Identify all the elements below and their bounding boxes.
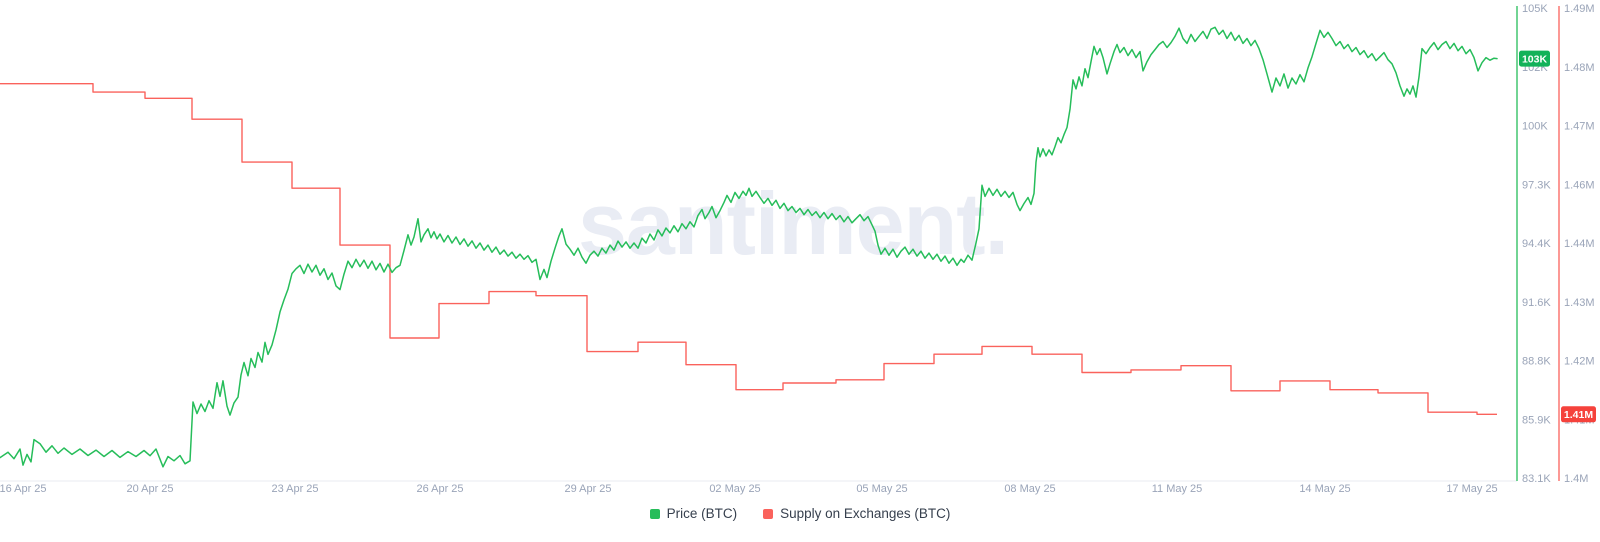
supply-tick-label: 1.46M xyxy=(1564,179,1595,191)
price-series-swatch xyxy=(649,508,660,519)
price-tick-label: 88.8K xyxy=(1522,356,1551,368)
price-tick-label: 94.4K xyxy=(1522,238,1551,250)
svg-text:103K: 103K xyxy=(1522,53,1548,65)
supply-tick-label: 1.42M xyxy=(1564,356,1595,368)
svg-text:1.41M: 1.41M xyxy=(1564,409,1593,421)
x-tick-label: 26 Apr 25 xyxy=(416,483,463,495)
x-tick-label: 16 Apr 25 xyxy=(0,483,47,495)
supply-tick-label: 1.4M xyxy=(1564,473,1588,485)
price-line xyxy=(0,26,1498,468)
x-tick-label: 17 May 25 xyxy=(1446,483,1497,495)
price-tick-label: 91.6K xyxy=(1522,297,1551,309)
legend-item-supply[interactable]: Supply on Exchanges (BTC) xyxy=(763,506,950,521)
x-tick-label: 05 May 25 xyxy=(856,483,907,495)
legend-label-price: Price (BTC) xyxy=(666,506,738,521)
price-tick-label: 100K xyxy=(1522,121,1548,133)
price-tick-label: 97.3K xyxy=(1522,179,1551,191)
supply-tick-label: 1.43M xyxy=(1564,297,1595,309)
price-tick-label: 105K xyxy=(1522,3,1548,15)
supply-tick-label: 1.49M xyxy=(1564,3,1595,15)
chart-legend: Price (BTC) Supply on Exchanges (BTC) xyxy=(0,506,1600,521)
x-tick-label: 14 May 25 xyxy=(1299,483,1350,495)
legend-label-supply: Supply on Exchanges (BTC) xyxy=(780,506,951,521)
x-tick-label: 02 May 25 xyxy=(709,483,760,495)
x-tick-label: 29 Apr 25 xyxy=(564,483,611,495)
x-tick-label: 20 Apr 25 xyxy=(126,483,173,495)
supply-current-badge: 1.41M xyxy=(1561,406,1596,423)
legend-item-price[interactable]: Price (BTC) xyxy=(649,506,738,521)
supply-tick-label: 1.44M xyxy=(1564,238,1595,250)
supply-line xyxy=(0,83,1497,415)
x-tick-label: 11 May 25 xyxy=(1152,483,1203,495)
supply-tick-label: 1.48M xyxy=(1564,62,1595,74)
supply-tick-label: 1.47M xyxy=(1564,121,1595,133)
x-tick-label: 08 May 25 xyxy=(1004,483,1055,495)
price-tick-label: 83.1K xyxy=(1522,473,1551,485)
price-current-badge: 103K xyxy=(1519,50,1550,67)
x-tick-label: 23 Apr 25 xyxy=(271,483,318,495)
price-tick-label: 85.9K xyxy=(1522,414,1551,426)
supply-series-swatch xyxy=(763,508,774,519)
